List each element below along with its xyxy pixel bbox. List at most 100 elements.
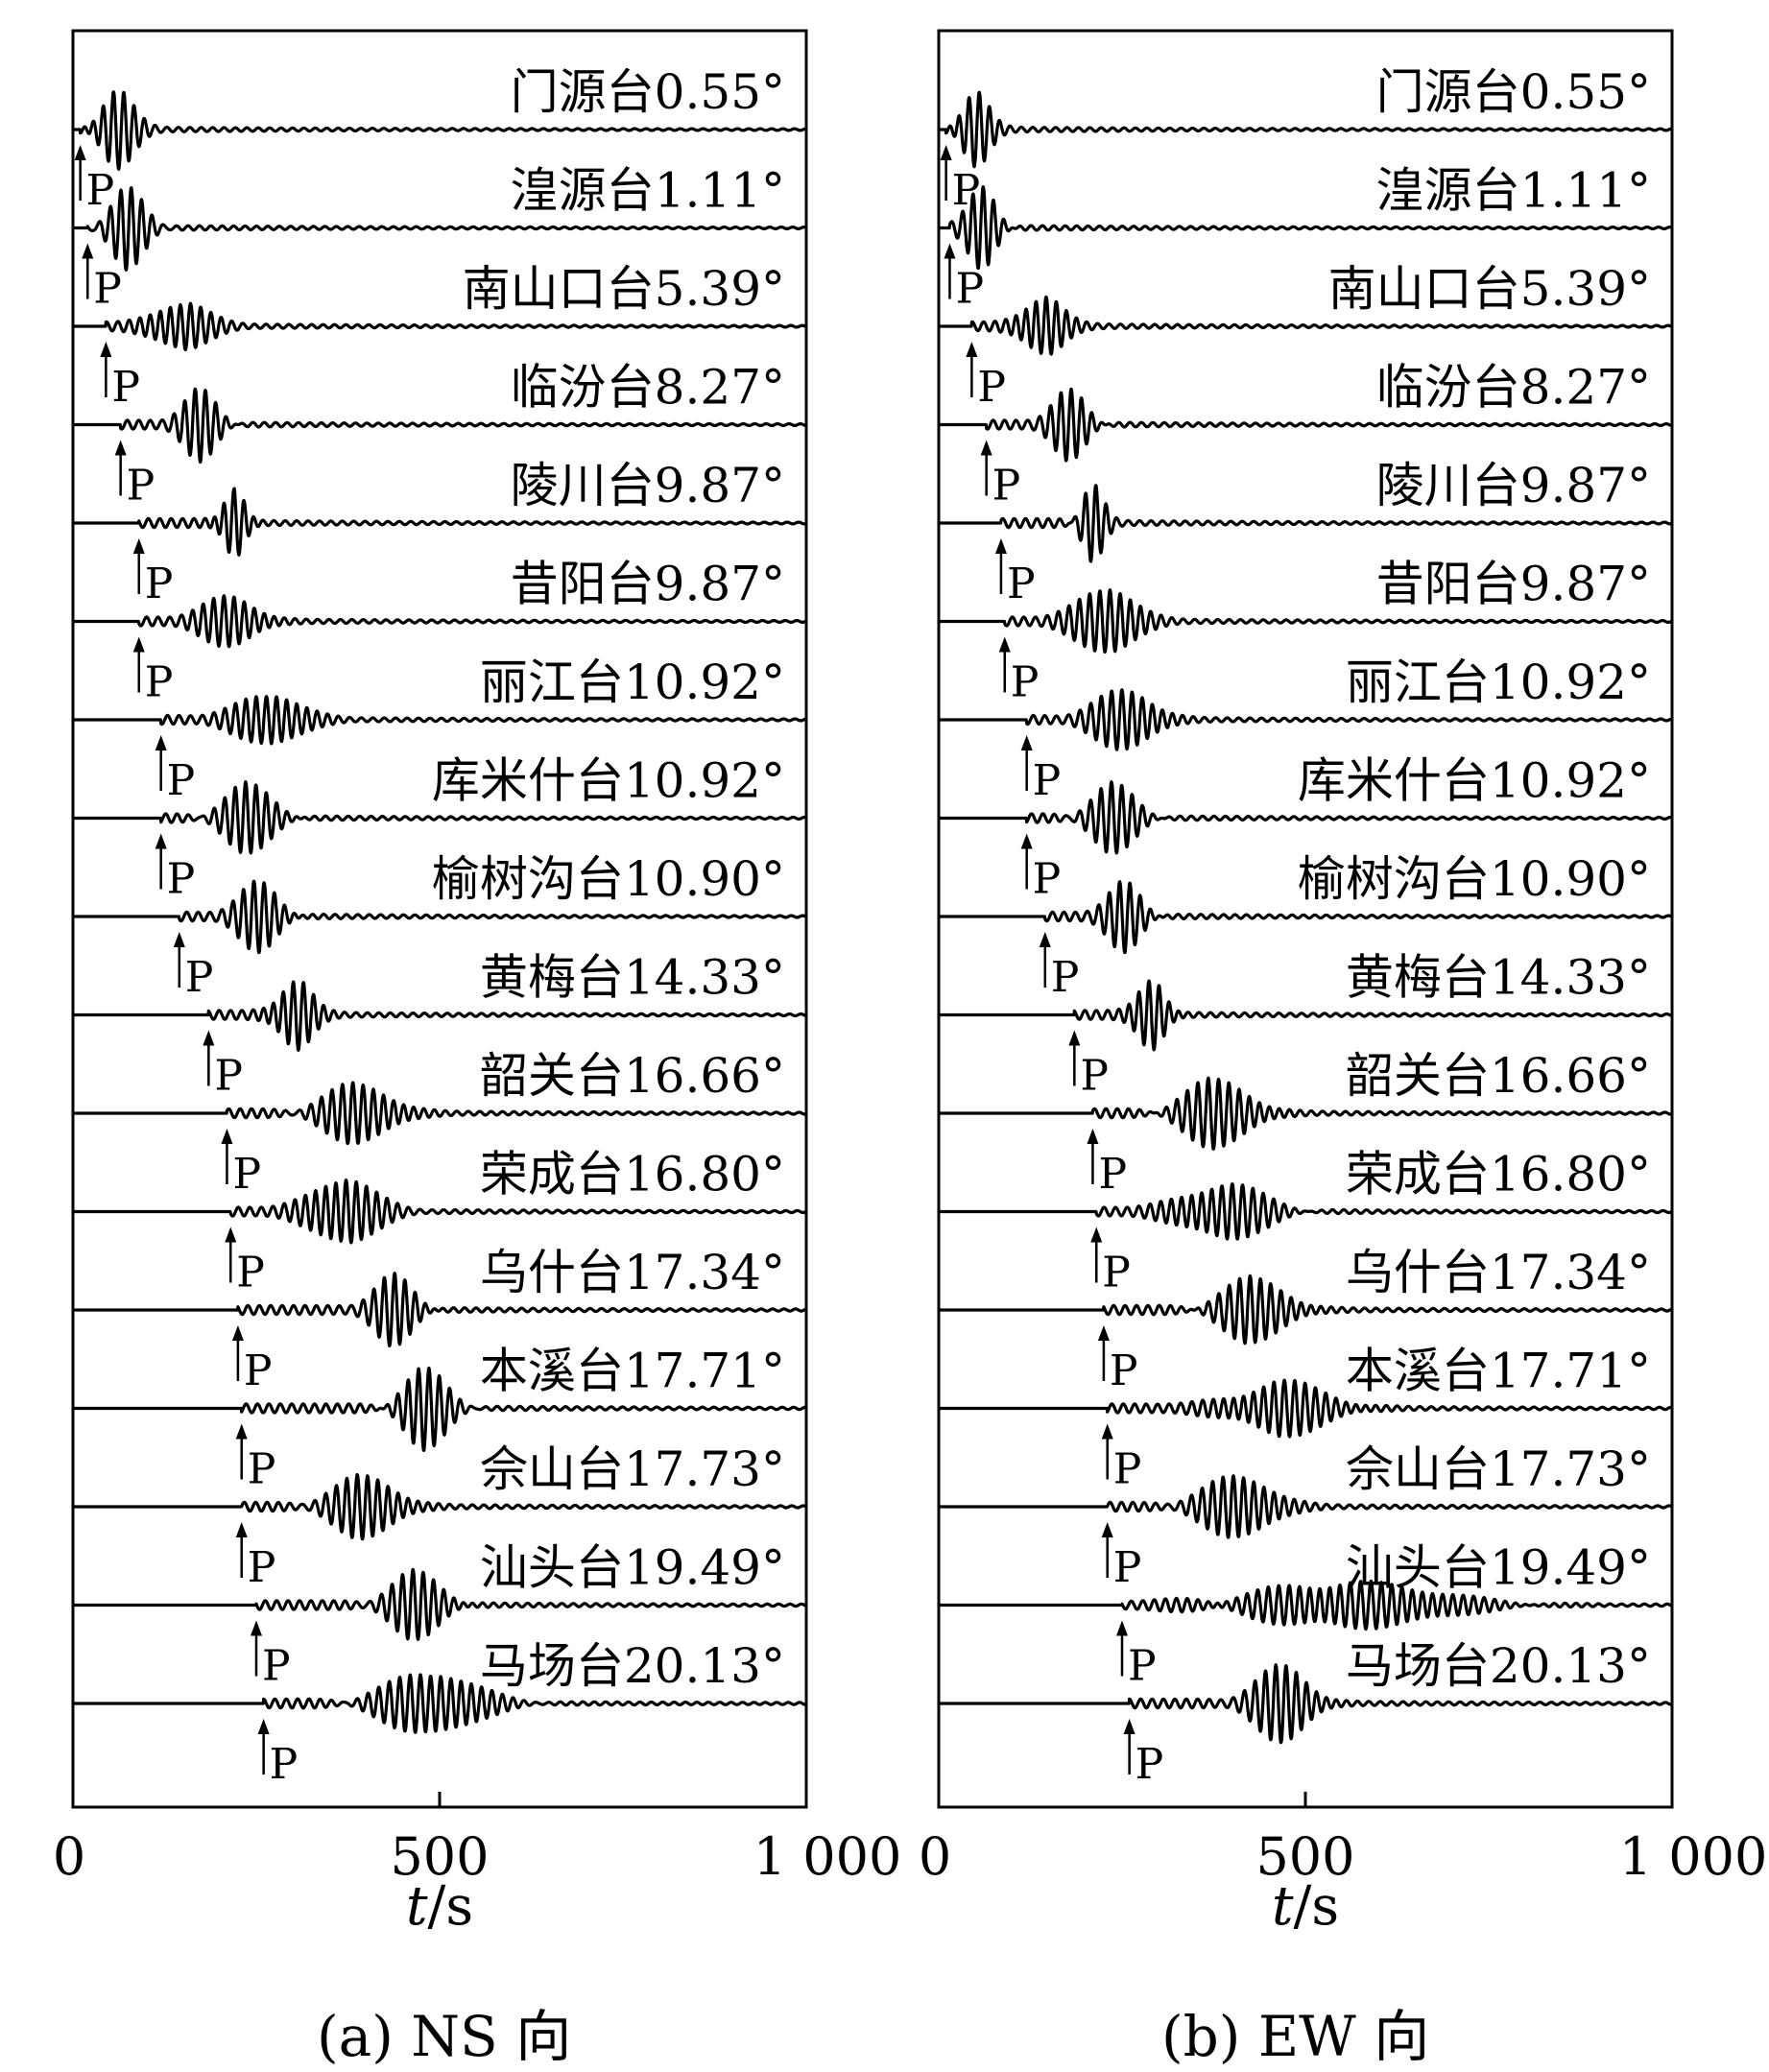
p-arrival-label: P [1080,1052,1109,1101]
waveform [937,1076,1674,1151]
p-arrow-head [1101,1423,1113,1440]
p-arrow-head [1087,1129,1099,1144]
p-arrow-head [944,243,956,259]
station-trace: 汕头台19.49° P [71,1540,808,1691]
p-arrow-head [225,1227,237,1243]
p-arrow-head [1123,1719,1136,1734]
station-trace: 榆树沟台10.90° P [71,851,808,1002]
waveform [71,487,808,557]
station-label: 昔阳台9.87° [511,557,785,612]
p-arrival-label: P [145,560,174,608]
p-arrow-head [998,636,1011,653]
p-arrival-label: P [244,1346,273,1395]
p-arrival-label: P [127,462,155,511]
waveform [71,186,808,272]
station-trace: 陵川台9.87° P [937,458,1674,608]
p-arrow-head [940,145,952,160]
station-label: 乌什台17.34° [480,1245,785,1300]
waveform [937,1663,1674,1745]
station-trace: 马场台20.13° P [71,1638,808,1789]
waveform [71,387,808,464]
p-arrow-head [1090,1227,1103,1243]
p-arrow-head [114,440,127,456]
p-arrow-head [132,538,145,554]
waveform [937,979,1674,1052]
p-arrow-head [155,833,167,849]
waveform [937,1378,1674,1439]
p-arrival-label: P [977,363,1006,412]
waveform [71,879,808,955]
station-trace: 黄梅台14.33° P [71,950,808,1101]
station-label: 黄梅台14.33° [1346,950,1651,1006]
p-arrow-head [251,1620,262,1636]
station-label: 陵川台9.87° [511,458,785,513]
waveform [937,1579,1674,1631]
station-trace: 陵川台9.87° P [71,458,808,608]
p-arrival-label: P [214,1052,243,1101]
station-label: 门源台0.55° [511,64,785,120]
station-trace: 湟源台1.11° P [937,163,1674,314]
p-arrow-head [132,636,145,653]
p-arrival-label: P [1113,1445,1142,1494]
station-trace: 门源台0.55°P [937,64,1674,215]
station-label: 乌什台17.34° [1346,1245,1651,1300]
station-label: 马场台20.13° [1346,1638,1651,1694]
station-label: 黄梅台14.33° [480,950,785,1006]
p-arrival-label: P [232,1150,261,1199]
p-arrow-head [966,342,978,357]
station-trace: 黄梅台14.33° P [937,950,1674,1101]
station-trace: 本溪台17.71° P [71,1344,808,1494]
station-trace: 库米什台10.92° P [71,753,808,904]
p-arrival-label: P [1098,1150,1127,1199]
p-arrival-label: P [955,265,984,314]
caption-panel-b: (b) EW 向 [1161,2004,1430,2069]
p-arrival-label: P [1033,756,1062,805]
p-arrival-label: P [1051,953,1080,1002]
p-arrow-head [1097,1325,1110,1341]
p-arrival-label: P [1128,1642,1157,1691]
waveform [71,90,808,171]
p-arrival-label: P [1110,1346,1138,1395]
p-arrow-head [100,342,112,357]
p-arrow-head [1068,1030,1081,1046]
caption-panel-a: (a) NS 向 [317,2004,572,2069]
waveform [937,295,1674,356]
p-arrival-label: P [93,265,122,314]
waveform [937,880,1674,955]
station-trace: 佘山台17.73° P [937,1441,1674,1592]
station-label: 韶关台16.66° [1346,1048,1651,1104]
station-label: 南山口台5.39° [463,261,785,317]
p-arrival-label: P [262,1642,291,1691]
p-arrival-label: P [270,1740,299,1789]
waveform [937,185,1674,271]
waveform [71,1178,808,1245]
waveform [937,90,1674,169]
p-arrow-head [235,1423,248,1440]
waveform [71,594,808,649]
waveform [71,779,808,855]
p-arrival-label: P [111,363,140,412]
station-label: 昔阳台9.87° [1376,557,1651,612]
station-label: 陵川台9.87° [1376,458,1651,513]
waveform [937,688,1674,751]
p-arrow-head [1020,833,1033,849]
station-label: 湟源台1.11° [511,163,785,219]
station-label: 丽江台10.92° [1346,655,1651,710]
p-arrow-head [980,440,992,456]
station-trace: 库米什台10.92° P [937,753,1674,904]
station-label: 临汾台8.27° [511,360,785,416]
p-arrow-head [1101,1522,1113,1537]
station-trace: 马场台20.13° P [937,1638,1674,1789]
p-arrival-label: P [1113,1543,1142,1592]
station-trace: 榆树沟台10.90° P [937,851,1674,1002]
station-label: 榆树沟台10.90° [1298,851,1651,907]
waveform [71,1272,808,1348]
station-trace: 本溪台17.71° P [937,1344,1674,1494]
station-label: 佘山台17.73° [1346,1441,1651,1497]
station-label: 佘山台17.73° [480,1441,785,1497]
station-label: 荣成台16.80° [1346,1147,1651,1203]
p-arrow-head [203,1030,215,1046]
p-arrival-label: P [185,953,214,1002]
